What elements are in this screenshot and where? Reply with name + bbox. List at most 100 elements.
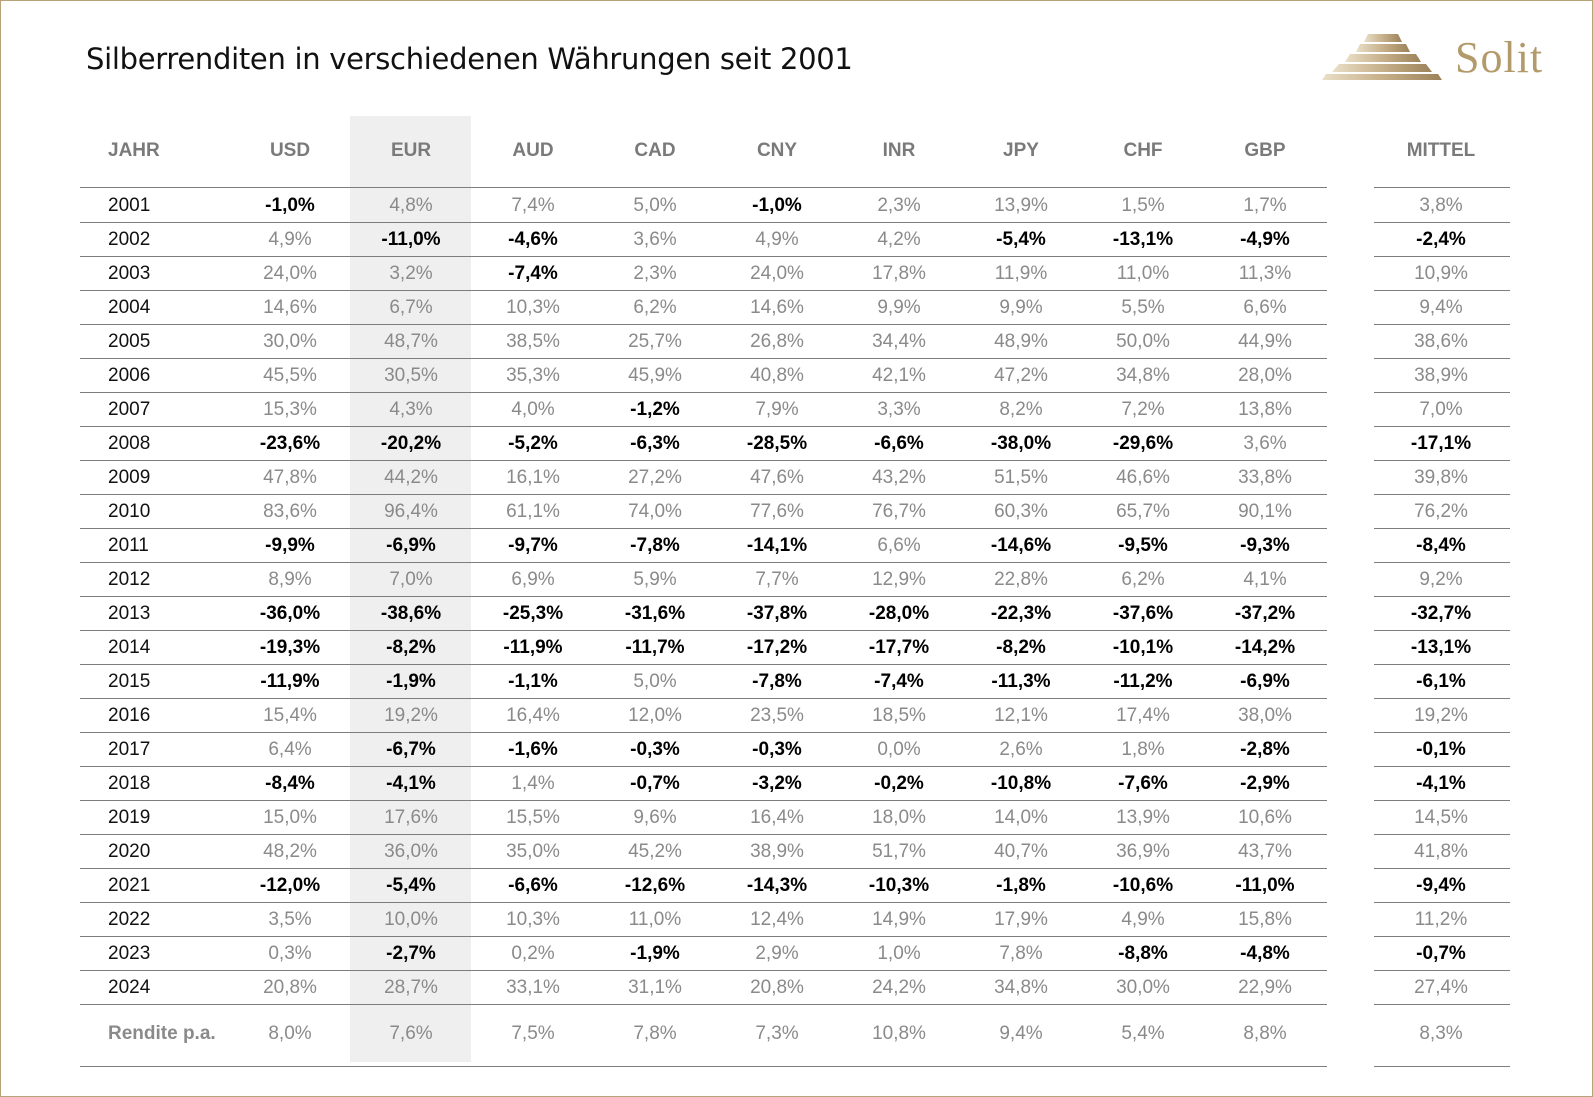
value-cell: 10,0% <box>384 909 438 930</box>
value-cell: 12,9% <box>872 569 926 590</box>
value-cell: 3,6% <box>633 229 677 250</box>
row-rule-mittel <box>1374 800 1510 801</box>
row-rule <box>80 460 1327 461</box>
value-cell: 10,6% <box>1238 807 1292 828</box>
row-rule <box>80 528 1327 529</box>
value-cell: 15,0% <box>263 807 317 828</box>
value-cell: 77,6% <box>750 501 804 522</box>
year-cell: 2016 <box>108 705 151 726</box>
value-cell: 18,5% <box>872 705 926 726</box>
value-cell: 33,8% <box>1238 467 1292 488</box>
value-cell: -38,6% <box>380 603 442 624</box>
value-cell: 34,4% <box>872 331 926 352</box>
value-cell: 8,2% <box>999 399 1043 420</box>
row-rule <box>80 222 1327 223</box>
value-cell: 16,4% <box>750 807 804 828</box>
value-cell: -0,7% <box>1416 943 1466 964</box>
value-cell: 7,8% <box>999 943 1043 964</box>
column-header-inr: INR <box>882 140 916 161</box>
value-cell: 3,6% <box>1243 433 1287 454</box>
row-rule-mittel <box>1374 528 1510 529</box>
value-cell: 1,4% <box>511 773 555 794</box>
value-cell: 65,7% <box>1116 501 1170 522</box>
value-cell: 22,8% <box>994 569 1048 590</box>
value-cell: 27,2% <box>628 467 682 488</box>
value-cell: -6,6% <box>874 433 924 454</box>
value-cell: -1,9% <box>630 943 680 964</box>
value-cell: 26,8% <box>750 331 804 352</box>
value-cell: 20,8% <box>263 977 317 998</box>
value-cell: 0,3% <box>268 943 312 964</box>
value-cell: -28,0% <box>868 603 930 624</box>
value-cell: -17,1% <box>1410 433 1472 454</box>
summary-value-cell: 7,3% <box>755 1023 799 1044</box>
value-cell: 14,5% <box>1414 807 1468 828</box>
row-rule-mittel <box>1374 834 1510 835</box>
year-cell: 2018 <box>108 773 151 794</box>
value-cell: 15,4% <box>263 705 317 726</box>
value-cell: 14,6% <box>750 297 804 318</box>
value-cell: 19,2% <box>384 705 438 726</box>
value-cell: -1,6% <box>508 739 558 760</box>
value-cell: -2,8% <box>1240 739 1290 760</box>
value-cell: 76,2% <box>1414 501 1468 522</box>
value-cell: -1,1% <box>508 671 558 692</box>
value-cell: -11,9% <box>260 671 320 692</box>
value-cell: -9,7% <box>508 535 558 556</box>
value-cell: -7,8% <box>752 671 802 692</box>
value-cell: 5,9% <box>633 569 677 590</box>
value-cell: 9,9% <box>877 297 921 318</box>
year-cell: 2014 <box>108 637 151 658</box>
row-rule <box>80 630 1327 631</box>
value-cell: 31,1% <box>628 977 682 998</box>
value-cell: -2,4% <box>1416 229 1466 250</box>
year-cell: 2007 <box>108 399 151 420</box>
value-cell: -1,9% <box>386 671 436 692</box>
value-cell: -11,0% <box>381 229 441 250</box>
value-cell: 38,9% <box>750 841 804 862</box>
row-rule-mittel <box>1374 324 1510 325</box>
value-cell: 6,9% <box>511 569 555 590</box>
year-cell: 2002 <box>108 229 151 250</box>
row-rule-mittel <box>1374 222 1510 223</box>
value-cell: 1,5% <box>1121 195 1165 216</box>
value-cell: 9,9% <box>999 297 1043 318</box>
value-cell: 3,2% <box>389 263 433 284</box>
value-cell: -37,6% <box>1112 603 1174 624</box>
value-cell: 12,4% <box>750 909 804 930</box>
value-cell: 45,5% <box>263 365 317 386</box>
value-cell: 42,1% <box>872 365 926 386</box>
value-cell: -3,2% <box>752 773 802 794</box>
summary-value-cell: 9,4% <box>999 1023 1043 1044</box>
year-cell: 2021 <box>108 875 151 896</box>
column-header-jpy: JPY <box>1003 140 1039 161</box>
value-cell: 11,3% <box>1238 263 1292 284</box>
value-cell: 74,0% <box>628 501 682 522</box>
value-cell: 45,9% <box>628 365 682 386</box>
value-cell: 4,9% <box>268 229 312 250</box>
year-cell: 2005 <box>108 331 151 352</box>
row-rule-mittel <box>1374 596 1510 597</box>
value-cell: -17,7% <box>868 637 930 658</box>
value-cell: 34,8% <box>994 977 1048 998</box>
value-cell: -11,0% <box>1235 875 1295 896</box>
value-cell: -13,1% <box>1112 229 1174 250</box>
value-cell: 28,0% <box>1238 365 1292 386</box>
row-rule <box>80 732 1327 733</box>
value-cell: 14,9% <box>872 909 926 930</box>
value-cell: -14,2% <box>1234 637 1296 658</box>
value-cell: -4,6% <box>508 229 558 250</box>
value-cell: -10,8% <box>990 773 1052 794</box>
summary-value-cell: 5,4% <box>1121 1023 1165 1044</box>
value-cell: 24,2% <box>872 977 926 998</box>
value-cell: 4,2% <box>877 229 921 250</box>
column-header-aud: AUD <box>512 140 554 161</box>
value-cell: -9,9% <box>265 535 315 556</box>
row-rule-mittel <box>1374 1004 1510 1005</box>
value-cell: -5,4% <box>996 229 1046 250</box>
value-cell: -14,3% <box>746 875 808 896</box>
value-cell: -29,6% <box>1112 433 1174 454</box>
value-cell: 6,2% <box>1121 569 1165 590</box>
value-cell: 6,7% <box>389 297 433 318</box>
value-cell: 83,6% <box>263 501 317 522</box>
